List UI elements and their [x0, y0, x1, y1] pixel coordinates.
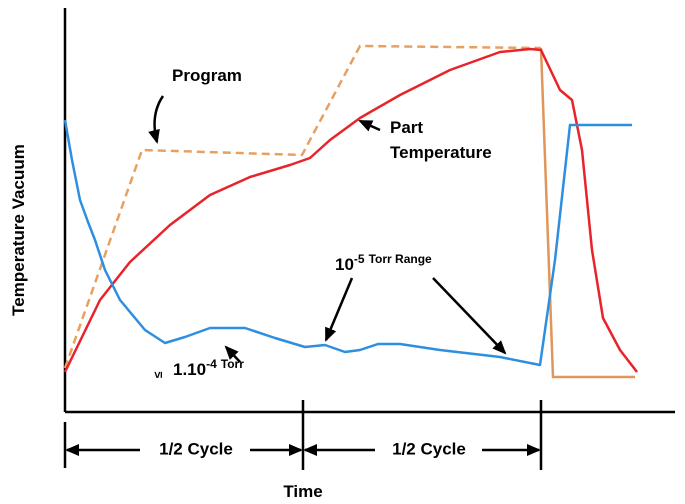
torr-low-label: 1.10-4 Torr	[173, 357, 244, 379]
torr-exp: -5	[354, 252, 365, 266]
torr-range-label: 10-5 Torr Range	[335, 252, 432, 274]
x-axis-label: Time	[283, 482, 322, 501]
program-arrow	[148, 95, 165, 144]
torr-arrow	[324, 277, 354, 342]
part-label: Part	[390, 118, 423, 137]
torr-base: 10	[335, 255, 354, 274]
y-axis-label: Temperature Vacuum	[9, 144, 28, 316]
torr-low-arrow	[224, 345, 241, 363]
torr-low-rest: Torr	[221, 357, 244, 371]
torr-rest: Torr Range	[369, 252, 432, 266]
cycle-label: 1/2 Cycle	[392, 439, 466, 458]
program-curve	[63, 44, 542, 369]
torr-low-base: 1.10	[173, 360, 206, 379]
part-temperature-curve	[63, 47, 638, 373]
vacuum-curve	[63, 119, 632, 367]
cycle-label: 1/2 Cycle	[159, 439, 233, 458]
part-arrow	[358, 119, 381, 132]
program-drop	[539, 47, 635, 379]
part-label: Temperature	[390, 143, 492, 162]
torr-low-exp: -4	[206, 357, 217, 371]
program-label: Program	[172, 66, 242, 85]
torr-symbol: ≤	[151, 371, 165, 378]
torr-arrow	[432, 277, 507, 355]
